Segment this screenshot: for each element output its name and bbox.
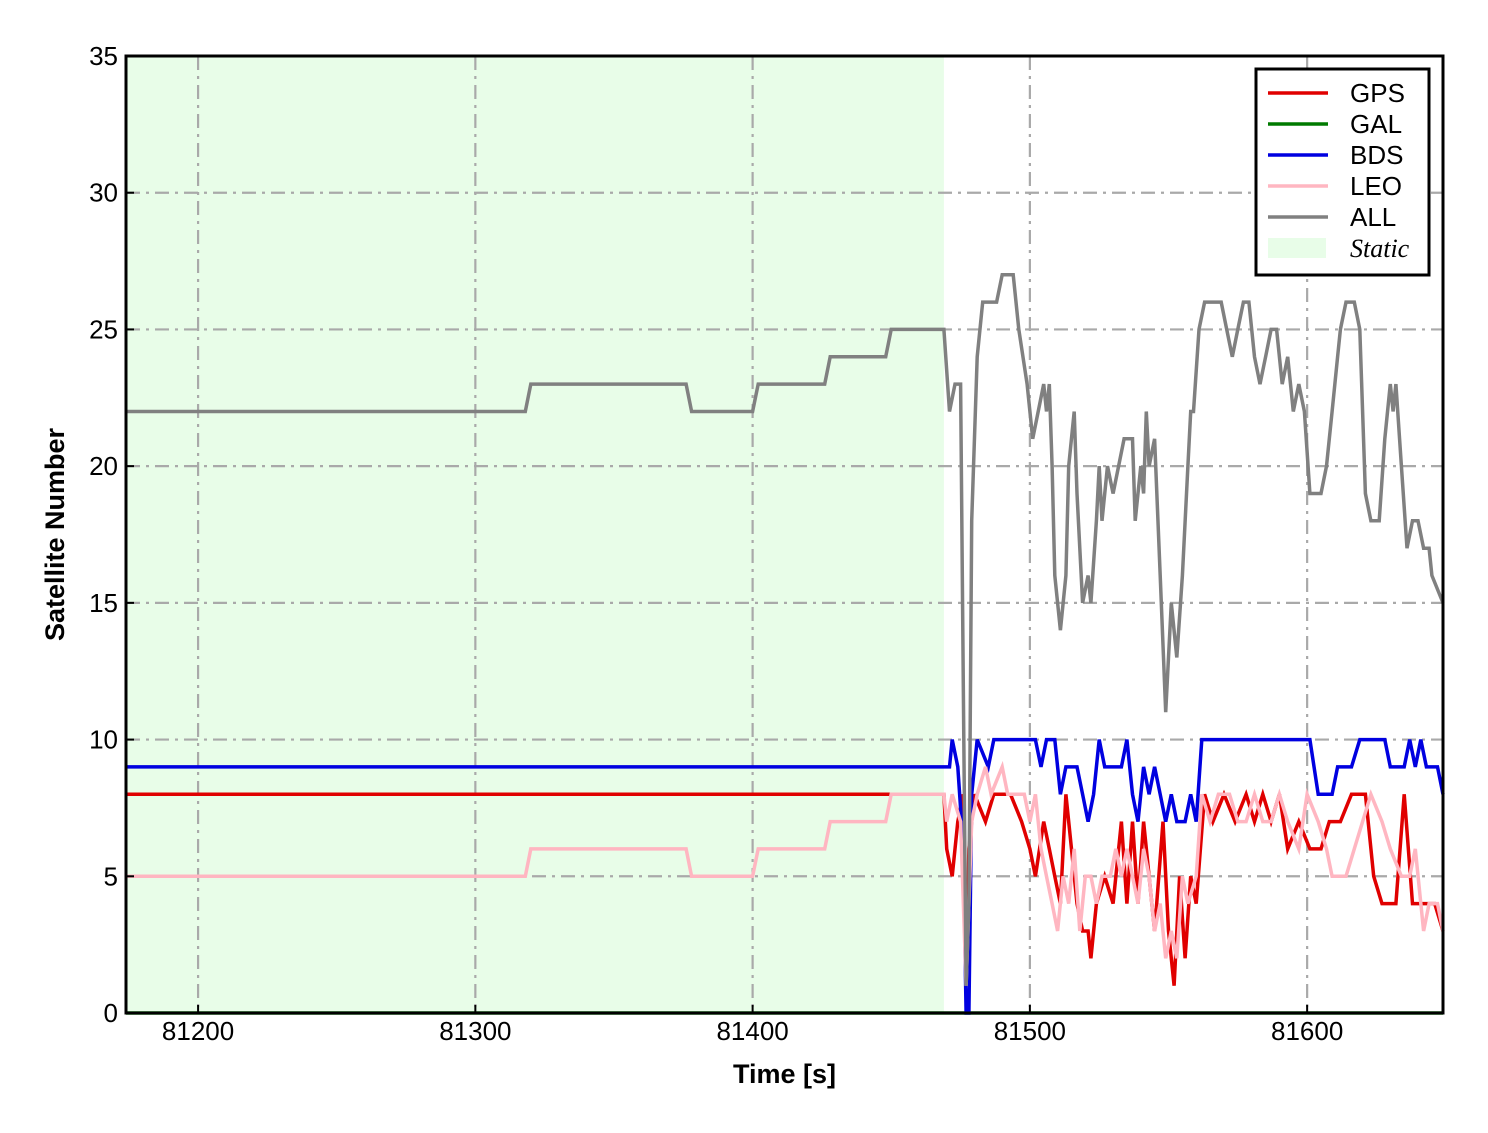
legend-patch-static: [1268, 238, 1326, 258]
y-tick-label: 15: [89, 588, 118, 618]
legend-label-leo: LEO: [1350, 171, 1402, 201]
y-axis-title: Satellite Number: [40, 427, 70, 641]
x-tick-label: 81300: [439, 1016, 511, 1046]
legend-label-gal: GAL: [1350, 109, 1402, 139]
x-tick-label: 81600: [1271, 1016, 1343, 1046]
legend-label-static: Static: [1350, 234, 1410, 263]
y-tick-label: 30: [89, 178, 118, 208]
axis-ticks: 81200 81300 81400 81500 81600 0 5 10 15 20 25 30 35: [89, 41, 1343, 1046]
y-tick-label: 5: [104, 861, 118, 891]
x-tick-label: 81500: [994, 1016, 1066, 1046]
y-tick-label: 20: [89, 451, 118, 481]
x-axis-title: Time [s]: [733, 1059, 836, 1089]
series-line-bds: [126, 737, 1445, 1015]
x-tick-label: 81200: [162, 1016, 234, 1046]
static-region: [126, 56, 944, 1013]
grid-lines: [126, 56, 1443, 1013]
x-tick-label: 81400: [716, 1016, 788, 1046]
series-line-leo: [126, 760, 1445, 986]
y-tick-label: 0: [104, 998, 118, 1028]
y-tick-label: 10: [89, 725, 118, 755]
legend-label-bds: BDS: [1350, 140, 1403, 170]
plot-frame: [124, 54, 1445, 1015]
y-tick-label: 35: [89, 41, 118, 71]
series-line-all: [126, 272, 1445, 986]
legend-label-gps: GPS: [1350, 78, 1405, 108]
legend-label-all: ALL: [1350, 202, 1396, 232]
static-region-static: [126, 56, 944, 1013]
y-tick-label: 25: [89, 314, 118, 344]
